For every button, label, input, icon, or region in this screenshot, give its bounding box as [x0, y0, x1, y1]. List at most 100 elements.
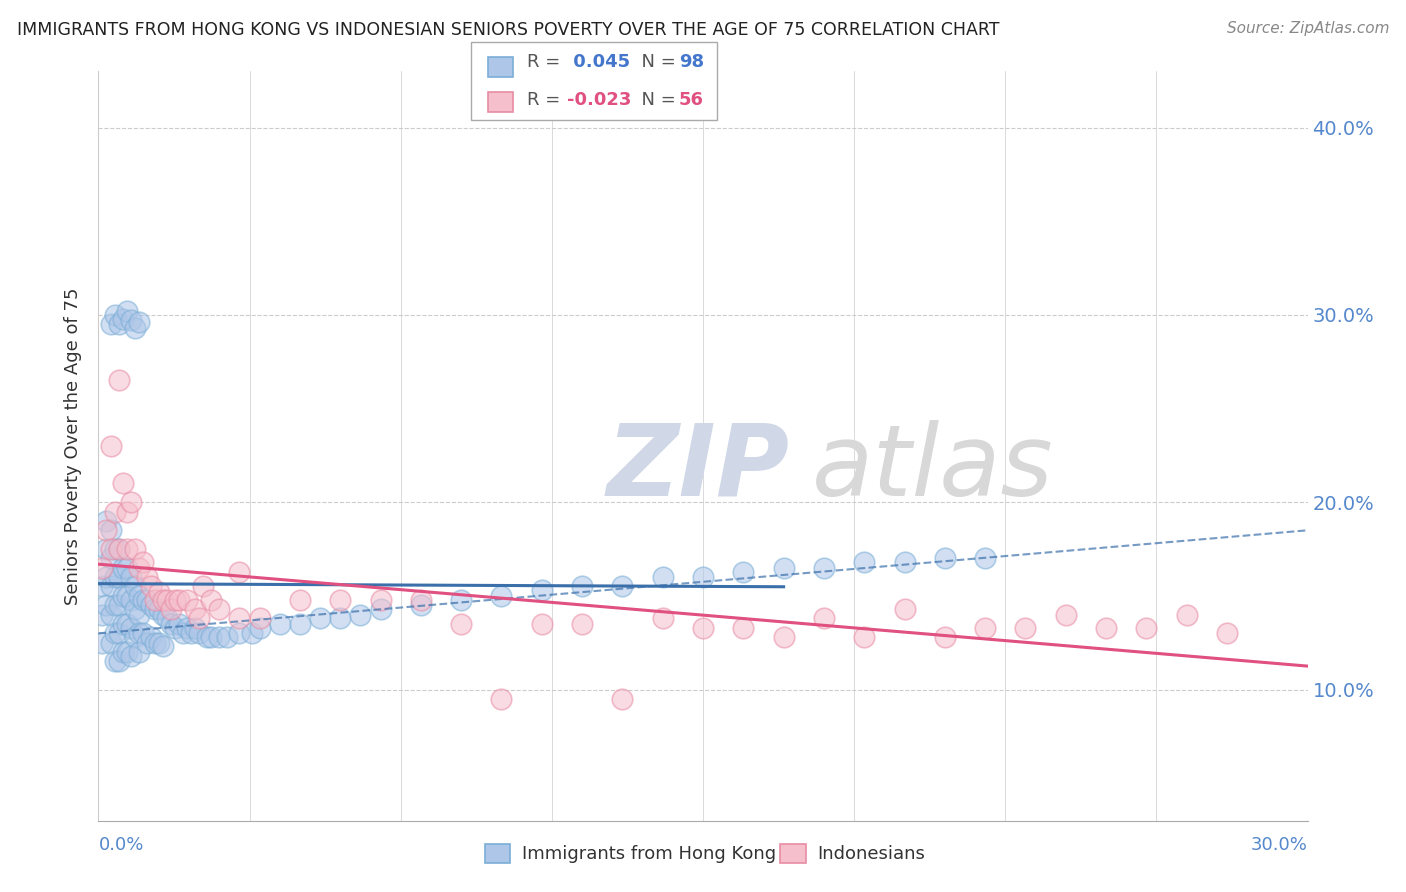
Point [934, 630, 956, 644]
Point [349, 607, 371, 622]
Point [120, 648, 142, 663]
Point [124, 542, 146, 557]
Point [184, 602, 207, 616]
Text: 30.0%: 30.0% [1251, 836, 1308, 854]
Point [100, 580, 122, 594]
Point [172, 626, 194, 640]
Point [128, 645, 150, 659]
Point [111, 561, 134, 575]
Point [111, 617, 134, 632]
Point [103, 505, 125, 519]
Point [176, 592, 198, 607]
Point [772, 561, 794, 575]
Text: N =: N = [630, 53, 682, 71]
Point [208, 602, 231, 616]
Point [100, 542, 122, 557]
Text: 98: 98 [679, 53, 704, 71]
Point [571, 580, 593, 594]
Point [156, 592, 179, 607]
Point [893, 555, 915, 569]
Point [853, 630, 876, 644]
Point [692, 621, 714, 635]
Point [100, 439, 122, 453]
Point [103, 542, 125, 557]
Point [184, 621, 207, 635]
Point [111, 589, 134, 603]
Point [772, 630, 794, 644]
Point [160, 602, 183, 616]
Point [107, 374, 129, 388]
Point [288, 592, 311, 607]
Point [148, 635, 170, 649]
Point [91, 580, 114, 594]
Point [120, 495, 142, 509]
Point [1216, 626, 1239, 640]
Point [692, 570, 714, 584]
Point [163, 592, 186, 607]
Point [1175, 607, 1198, 622]
Point [120, 313, 142, 327]
Text: ZIP: ZIP [606, 420, 789, 517]
Point [228, 626, 250, 640]
Point [103, 599, 125, 613]
Point [115, 542, 138, 557]
Point [100, 523, 122, 537]
Point [96, 599, 118, 613]
Point [135, 635, 157, 649]
Point [612, 580, 634, 594]
Point [651, 570, 673, 584]
Point [974, 621, 997, 635]
Point [120, 621, 142, 635]
Point [100, 318, 122, 332]
Point [612, 692, 634, 706]
Point [163, 621, 186, 635]
Point [370, 592, 392, 607]
Point [1054, 607, 1077, 622]
Point [571, 617, 593, 632]
Point [409, 592, 432, 607]
Point [124, 321, 146, 335]
Point [100, 607, 122, 622]
Point [409, 599, 432, 613]
Point [1135, 621, 1157, 635]
Point [91, 635, 114, 649]
Point [733, 565, 755, 579]
Text: 0.0%: 0.0% [98, 836, 143, 854]
Point [176, 621, 198, 635]
Point [329, 592, 352, 607]
Point [491, 589, 513, 603]
Point [135, 570, 157, 584]
Text: R =: R = [527, 91, 567, 110]
Point [107, 318, 129, 332]
Point [124, 580, 146, 594]
Point [228, 611, 250, 625]
Point [100, 635, 122, 649]
Point [107, 542, 129, 557]
Point [491, 692, 513, 706]
Point [139, 580, 162, 594]
Point [269, 617, 291, 632]
Point [124, 602, 146, 616]
Point [1095, 621, 1118, 635]
Point [132, 626, 155, 640]
Point [103, 655, 125, 669]
Point [115, 589, 138, 603]
Point [1014, 621, 1036, 635]
Y-axis label: Seniors Poverty Over the Age of 75: Seniors Poverty Over the Age of 75 [65, 287, 83, 605]
Point [188, 626, 211, 640]
Text: Source: ZipAtlas.com: Source: ZipAtlas.com [1226, 21, 1389, 36]
Text: R =: R = [527, 53, 567, 71]
Point [148, 585, 170, 599]
Text: atlas: atlas [811, 420, 1053, 517]
Point [132, 555, 155, 569]
Point [651, 611, 673, 625]
Point [115, 617, 138, 632]
Point [208, 630, 231, 644]
Text: 56: 56 [679, 91, 704, 110]
Point [103, 626, 125, 640]
Point [115, 304, 138, 318]
Point [188, 611, 211, 625]
Point [217, 630, 239, 644]
Point [288, 617, 311, 632]
Point [135, 592, 157, 607]
